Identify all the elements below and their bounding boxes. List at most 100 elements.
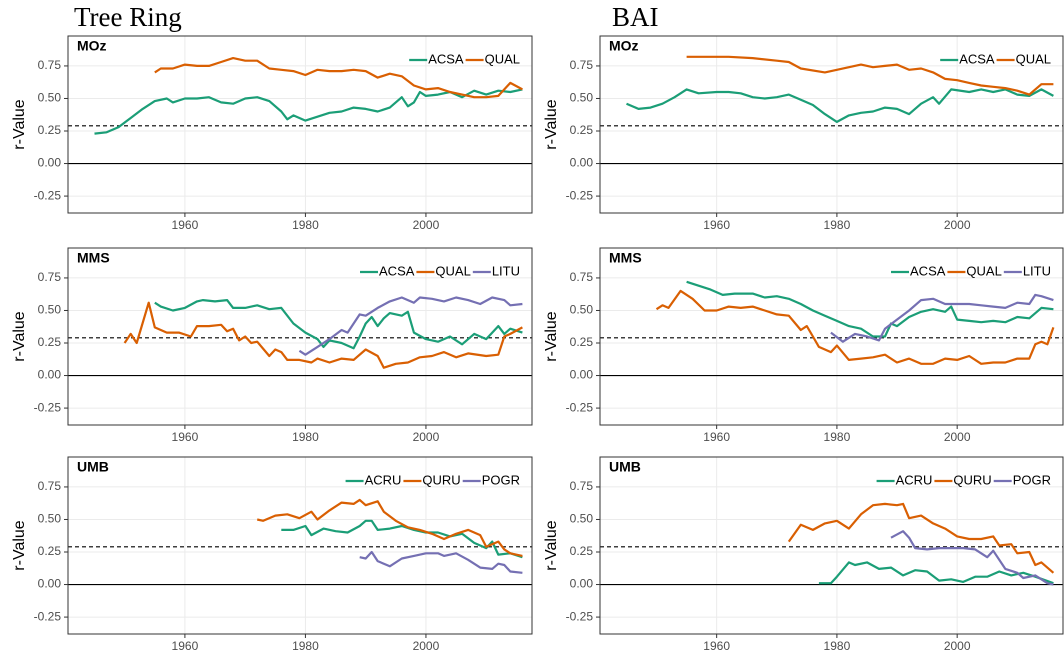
legend: ACSA QUAL LITU xyxy=(891,263,1051,278)
y-tick-label: 0.50 xyxy=(570,91,594,105)
y-tick-label: 0.50 xyxy=(570,303,594,317)
panel-border xyxy=(599,456,1064,635)
y-tick-label: 0.75 xyxy=(38,58,62,72)
y-axis-label: r-Value xyxy=(11,99,28,149)
series-line xyxy=(298,296,523,356)
legend-label: QURU xyxy=(422,472,460,487)
legend: ACSA QUAL xyxy=(409,51,520,66)
x-tick-label: 1980 xyxy=(292,218,319,232)
panel-title: UMB xyxy=(609,459,641,475)
panel-title: UMB xyxy=(77,459,109,475)
y-axis-label: r-Value xyxy=(543,99,560,149)
x-tick-label: 1980 xyxy=(292,430,319,444)
y-tick-label: 0.50 xyxy=(570,512,594,526)
legend-label: POGR xyxy=(482,472,520,487)
y-tick-label: 0.00 xyxy=(38,156,62,170)
y-tick-label: 0.25 xyxy=(570,544,594,558)
panel-title: MOz xyxy=(77,38,107,54)
series-line xyxy=(686,55,1054,96)
panel: -0.25 0.00 0.25 0.50 0.75 1960 1980 2000 MOz r-Va… xyxy=(11,35,533,232)
x-tick-label: 2000 xyxy=(413,430,440,444)
y-tick-label: 0.00 xyxy=(38,577,62,591)
legend-label: ACSA xyxy=(959,51,995,66)
legend-label: QUAL xyxy=(1016,51,1051,66)
plot-background xyxy=(600,457,1063,634)
legend: ACSA QUAL xyxy=(940,51,1051,66)
x-tick-label: 2000 xyxy=(944,639,971,653)
series-line xyxy=(154,299,523,350)
series-line xyxy=(787,502,1055,574)
x-tick-label: 1960 xyxy=(703,639,730,653)
legend-label: QUAL xyxy=(435,263,470,278)
y-tick-label: 0.75 xyxy=(38,479,62,493)
y-tick-label: -0.25 xyxy=(34,188,62,202)
x-tick-label: 2000 xyxy=(944,430,971,444)
column-title: Tree Ring xyxy=(74,2,182,32)
y-tick-label: 0.00 xyxy=(38,368,62,382)
y-axis-label: r-Value xyxy=(11,520,28,570)
column-title: BAI xyxy=(612,2,659,32)
legend-label: QURU xyxy=(953,472,991,487)
x-tick-label: 2000 xyxy=(413,639,440,653)
y-axis-label: r-Value xyxy=(543,311,560,361)
y-axis-label: r-Value xyxy=(543,520,560,570)
series-line xyxy=(626,88,1054,123)
legend: ACSA QUAL LITU xyxy=(360,263,520,278)
series-line xyxy=(830,293,1054,343)
y-tick-label: -0.25 xyxy=(566,400,594,414)
panel: -0.25 0.00 0.25 0.50 0.75 1960 1980 2000 MMS r-Va… xyxy=(543,247,1064,444)
y-tick-label: 0.75 xyxy=(570,479,594,493)
series-line xyxy=(256,498,523,557)
y-tick-label: 0.00 xyxy=(570,368,594,382)
legend-label: ACRU xyxy=(896,472,933,487)
x-tick-label: 2000 xyxy=(413,218,440,232)
panel: -0.25 0.00 0.25 0.50 0.75 1960 1980 2000 MOz r-Va… xyxy=(543,35,1064,232)
y-axis-label: r-Value xyxy=(11,311,28,361)
legend: ACRU QURU POGR xyxy=(876,472,1051,487)
y-tick-label: 0.75 xyxy=(570,58,594,72)
panel: -0.25 0.00 0.25 0.50 0.75 1960 1980 2000 MMS r-Va… xyxy=(11,247,533,444)
series-line xyxy=(686,280,1054,338)
x-tick-label: 1960 xyxy=(172,218,199,232)
x-tick-label: 1980 xyxy=(824,430,851,444)
y-tick-label: 0.25 xyxy=(570,123,594,137)
y-tick-label: -0.25 xyxy=(566,609,594,623)
y-tick-label: 0.50 xyxy=(38,512,62,526)
x-tick-label: 1980 xyxy=(824,639,851,653)
legend-label: ACSA xyxy=(428,51,464,66)
y-tick-label: -0.25 xyxy=(34,400,62,414)
panel: -0.25 0.00 0.25 0.50 0.75 1960 1980 2000 UMB r-Va… xyxy=(11,456,533,656)
legend: ACRU QURU POGR xyxy=(345,472,520,487)
panel-title: MOz xyxy=(609,38,639,54)
y-tick-label: 0.25 xyxy=(570,335,594,349)
y-tick-label: -0.25 xyxy=(566,188,594,202)
panel-title: MMS xyxy=(609,250,642,266)
series-line xyxy=(359,550,523,574)
series-line xyxy=(655,289,1055,365)
panel-border xyxy=(599,35,1064,214)
x-tick-label: 1960 xyxy=(703,430,730,444)
panel-border xyxy=(67,456,533,635)
y-tick-label: 0.00 xyxy=(570,577,594,591)
legend-label: QUAL xyxy=(485,51,520,66)
x-tick-label: 2000 xyxy=(944,218,971,232)
y-tick-label: 0.75 xyxy=(570,270,594,284)
x-tick-label: 1960 xyxy=(172,639,199,653)
plot-background xyxy=(68,457,532,634)
legend-label: QUAL xyxy=(966,263,1001,278)
legend-label: ACSA xyxy=(910,263,946,278)
series-line xyxy=(123,301,523,369)
legend-label: ACSA xyxy=(379,263,415,278)
panel-title: MMS xyxy=(77,250,110,266)
x-tick-label: 1960 xyxy=(703,218,730,232)
legend-label: LITU xyxy=(1023,263,1051,278)
y-tick-label: 0.25 xyxy=(38,335,62,349)
series-line xyxy=(890,530,1054,586)
y-tick-label: 0.75 xyxy=(38,270,62,284)
panel: -0.25 0.00 0.25 0.50 0.75 1960 1980 2000 UMB r-Va… xyxy=(543,456,1064,656)
legend-label: ACRU xyxy=(365,472,402,487)
x-tick-label: 1960 xyxy=(172,430,199,444)
panel-border xyxy=(67,247,533,426)
y-tick-label: 0.25 xyxy=(38,544,62,558)
